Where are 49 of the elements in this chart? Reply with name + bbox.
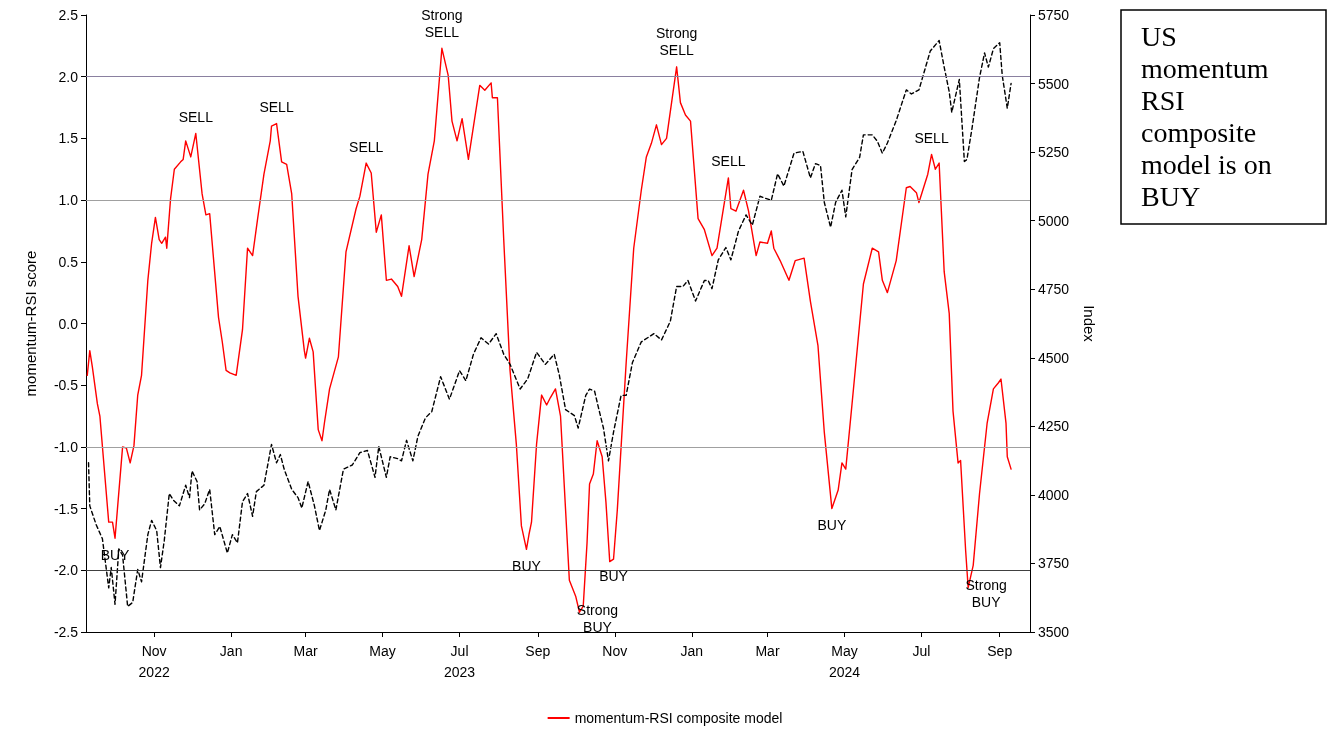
y2-tick-label: 4750 <box>1038 281 1070 298</box>
y-tick-label: 1.0 <box>58 192 79 209</box>
annotation: SELL <box>259 99 294 116</box>
annotation: SELL <box>178 108 214 125</box>
x-tick-label: Mar <box>755 642 780 659</box>
y2-tick-label: 4250 <box>1038 418 1070 435</box>
x-tick-label: Nov 2022 <box>138 642 170 680</box>
y-tick-label: 0.0 <box>58 315 79 332</box>
x-tick-label: Jul <box>912 642 931 659</box>
annotation: BUY <box>512 557 542 574</box>
y-tick-label: 0.5 <box>58 253 79 270</box>
x-tick-label: Nov <box>602 642 628 659</box>
annotation: SELL <box>711 153 746 170</box>
y-tick-label: -0.5 <box>53 377 79 394</box>
y-tick-label: -2.0 <box>53 562 79 579</box>
x-tick-label: May 2024 <box>828 642 861 680</box>
y-tick-label: -1.5 <box>53 500 79 517</box>
annotation: Strong SELL <box>656 25 698 59</box>
legend-label: momentum-RSI composite model <box>574 710 783 726</box>
y-tick-label: 1.5 <box>58 130 79 147</box>
annotation: Strong BUY <box>576 601 619 635</box>
annotation: Strong BUY <box>965 577 1007 611</box>
annotation: SELL <box>914 129 949 146</box>
text: US momentum RSI composite model is on BUY <box>1141 20 1279 212</box>
x-tick-label: Jan <box>219 642 243 659</box>
y2-tick-label: 4500 <box>1038 349 1070 366</box>
y-axis-title: momentum-RSI score <box>22 250 39 397</box>
x-tick-label: Sep <box>525 642 551 659</box>
y2-tick-label: 3500 <box>1038 624 1070 640</box>
y2-tick-label: 4000 <box>1038 486 1070 503</box>
y2-tick-label: 5500 <box>1038 75 1070 92</box>
y-tick-label: 2.0 <box>58 68 79 85</box>
y-tick-label: -2.5 <box>53 624 79 640</box>
x-tick-label: Jan <box>680 642 704 659</box>
y2-tick-label: 3750 <box>1038 555 1070 572</box>
y2-tick-label: 5250 <box>1038 144 1070 161</box>
x-tick-label: Jul 2023 <box>443 642 476 680</box>
x-tick-label: May <box>369 642 396 659</box>
annotation: SELL <box>349 138 384 155</box>
y2-tick-label: 5000 <box>1038 212 1070 229</box>
x-tick-label: Sep <box>987 642 1013 659</box>
y-tick-label: 2.5 <box>58 7 79 23</box>
y-tick-label: -1.0 <box>53 438 79 455</box>
annotation: BUY <box>817 517 847 534</box>
y2-tick-label: 5750 <box>1038 7 1070 23</box>
annotation: BUY <box>599 567 629 584</box>
y2-axis-title: Index <box>1081 305 1098 343</box>
x-tick-label: Mar <box>293 642 318 659</box>
annotation: Strong SELL <box>421 6 463 40</box>
